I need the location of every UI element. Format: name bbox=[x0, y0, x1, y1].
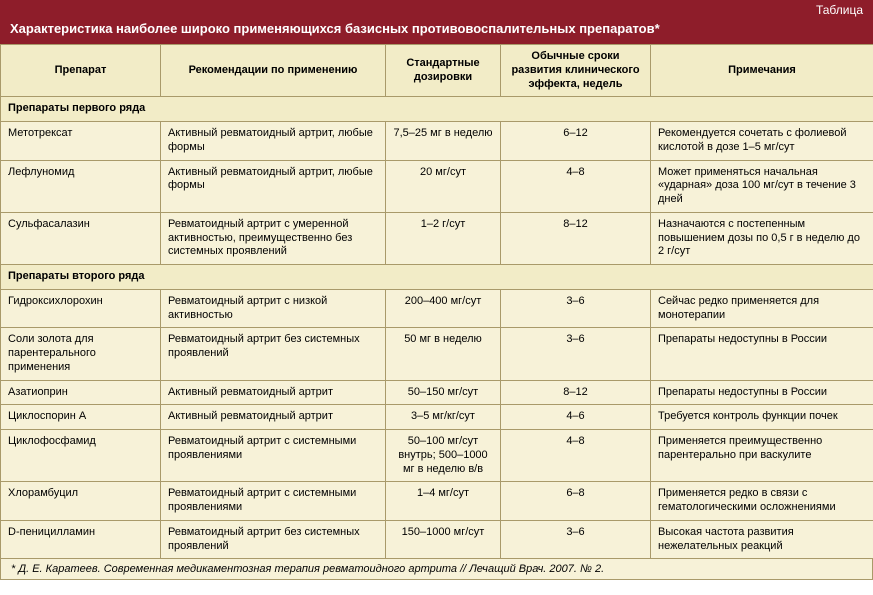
table-footnote: * Д. Е. Каратеев. Современная медикамент… bbox=[0, 559, 873, 580]
table-row: Соли золота для парентерального применен… bbox=[1, 328, 873, 380]
cell-notes: Назначаются с постепенным повышением доз… bbox=[651, 212, 873, 264]
cell-reco: Ревматоидный артрит с низкой активностью bbox=[161, 289, 386, 328]
cell-weeks: 3–6 bbox=[501, 328, 651, 380]
cell-reco: Ревматоидный артрит с умеренной активнос… bbox=[161, 212, 386, 264]
cell-drug: Хлорамбуцил bbox=[1, 482, 161, 521]
col-notes: Примечания bbox=[651, 45, 873, 97]
section-heading: Препараты первого ряда bbox=[1, 97, 873, 122]
cell-drug: D-пеницилламин bbox=[1, 520, 161, 559]
cell-weeks: 4–6 bbox=[501, 405, 651, 430]
cell-notes: Рекомендуется сочетать с фолиевой кислот… bbox=[651, 122, 873, 161]
table-row: Циклоспорин ААктивный ревматоидный артри… bbox=[1, 405, 873, 430]
table-row: ЛефлуномидАктивный ревматоидный артрит, … bbox=[1, 160, 873, 212]
table-row: ХлорамбуцилРевматоидный артрит с системн… bbox=[1, 482, 873, 521]
cell-dose: 1–4 мг/сут bbox=[386, 482, 501, 521]
cell-reco: Активный ревматоидный артрит bbox=[161, 380, 386, 405]
cell-dose: 3–5 мг/кг/сут bbox=[386, 405, 501, 430]
cell-reco: Активный ревматоидный артрит, любые форм… bbox=[161, 160, 386, 212]
table-title: Характеристика наиболее широко применяющ… bbox=[0, 17, 873, 44]
cell-notes: Препараты недоступны в России bbox=[651, 328, 873, 380]
cell-reco: Ревматоидный артрит с системными проявле… bbox=[161, 482, 386, 521]
table-row: СульфасалазинРевматоидный артрит с умере… bbox=[1, 212, 873, 264]
cell-notes: Высокая частота развития нежелательных р… bbox=[651, 520, 873, 559]
cell-reco: Ревматоидный артрит без системных проявл… bbox=[161, 520, 386, 559]
cell-notes: Требуется контроль функции почек bbox=[651, 405, 873, 430]
table-row: D-пеницилламинРевматоидный артрит без си… bbox=[1, 520, 873, 559]
col-drug: Препарат bbox=[1, 45, 161, 97]
cell-reco: Активный ревматоидный артрит bbox=[161, 405, 386, 430]
cell-weeks: 6–12 bbox=[501, 122, 651, 161]
cell-dose: 1–2 г/сут bbox=[386, 212, 501, 264]
cell-weeks: 6–8 bbox=[501, 482, 651, 521]
table-row: МетотрексатАктивный ревматоидный артрит,… bbox=[1, 122, 873, 161]
cell-dose: 200–400 мг/сут bbox=[386, 289, 501, 328]
cell-dose: 20 мг/сут bbox=[386, 160, 501, 212]
cell-notes: Препараты недоступны в России bbox=[651, 380, 873, 405]
cell-notes: Применяется преимущественно парентеральн… bbox=[651, 430, 873, 482]
cell-drug: Циклофосфамид bbox=[1, 430, 161, 482]
table-container: Таблица Характеристика наиболее широко п… bbox=[0, 0, 873, 580]
table-row: АзатиопринАктивный ревматоидный артрит50… bbox=[1, 380, 873, 405]
cell-drug: Соли золота для парентерального применен… bbox=[1, 328, 161, 380]
cell-weeks: 4–8 bbox=[501, 430, 651, 482]
cell-notes: Применяется редко в связи с гематологиче… bbox=[651, 482, 873, 521]
col-reco: Рекомендации по применению bbox=[161, 45, 386, 97]
cell-weeks: 3–6 bbox=[501, 289, 651, 328]
cell-weeks: 8–12 bbox=[501, 212, 651, 264]
table-body: Препараты первого рядаМетотрексатАктивны… bbox=[1, 97, 873, 559]
cell-drug: Азатиоприн bbox=[1, 380, 161, 405]
col-dose: Стандартные дозировки bbox=[386, 45, 501, 97]
table-label: Таблица bbox=[0, 0, 873, 17]
cell-dose: 150–1000 мг/сут bbox=[386, 520, 501, 559]
cell-notes: Может применяться начальная «ударная» до… bbox=[651, 160, 873, 212]
table-row: ГидроксихлорохинРевматоидный артрит с ни… bbox=[1, 289, 873, 328]
cell-weeks: 4–8 bbox=[501, 160, 651, 212]
table-row: ЦиклофосфамидРевматоидный артрит с систе… bbox=[1, 430, 873, 482]
cell-weeks: 8–12 bbox=[501, 380, 651, 405]
drug-table: Препарат Рекомендации по применению Стан… bbox=[0, 44, 873, 559]
section-row: Препараты первого ряда bbox=[1, 97, 873, 122]
cell-drug: Лефлуномид bbox=[1, 160, 161, 212]
cell-dose: 50–150 мг/сут bbox=[386, 380, 501, 405]
header-row: Препарат Рекомендации по применению Стан… bbox=[1, 45, 873, 97]
cell-drug: Циклоспорин А bbox=[1, 405, 161, 430]
cell-weeks: 3–6 bbox=[501, 520, 651, 559]
cell-drug: Метотрексат bbox=[1, 122, 161, 161]
cell-drug: Сульфасалазин bbox=[1, 212, 161, 264]
cell-reco: Ревматоидный артрит без системных проявл… bbox=[161, 328, 386, 380]
cell-notes: Сейчас редко применяется для монотерапии bbox=[651, 289, 873, 328]
cell-reco: Активный ревматоидный артрит, любые форм… bbox=[161, 122, 386, 161]
cell-drug: Гидроксихлорохин bbox=[1, 289, 161, 328]
cell-dose: 7,5–25 мг в неделю bbox=[386, 122, 501, 161]
col-weeks: Обычные сроки развития клинического эффе… bbox=[501, 45, 651, 97]
cell-reco: Ревматоидный артрит с системными проявле… bbox=[161, 430, 386, 482]
section-heading: Препараты второго ряда bbox=[1, 265, 873, 290]
cell-dose: 50 мг в неделю bbox=[386, 328, 501, 380]
section-row: Препараты второго ряда bbox=[1, 265, 873, 290]
cell-dose: 50–100 мг/сут внутрь; 500–1000 мг в неде… bbox=[386, 430, 501, 482]
